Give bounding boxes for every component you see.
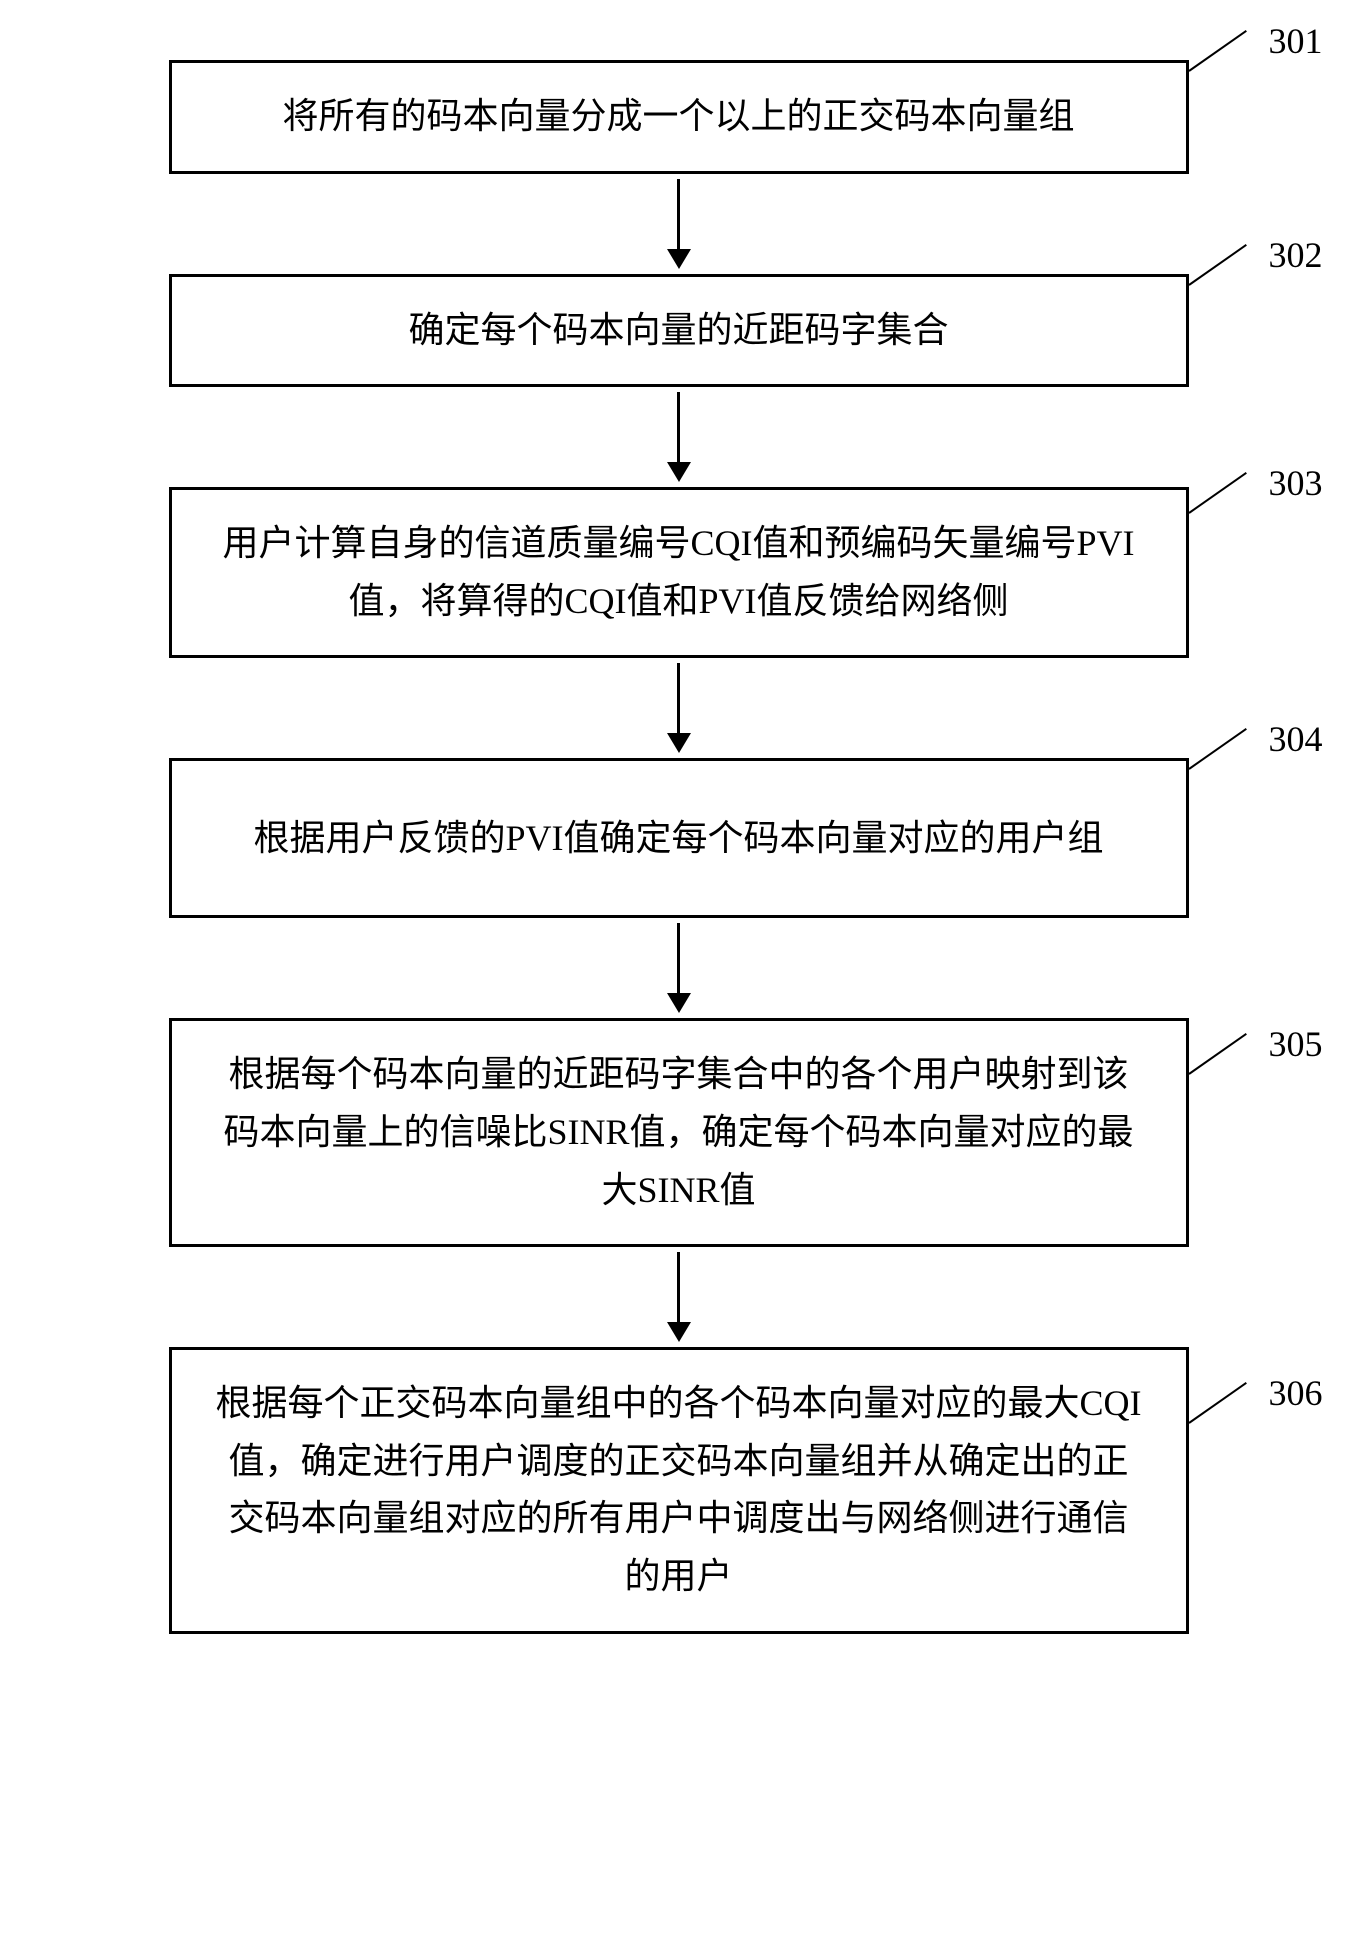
flowchart-arrow xyxy=(667,1252,691,1342)
flowchart-step: 根据每个正交码本向量组中的各个码本向量对应的最大CQI值，确定进行用户调度的正交… xyxy=(169,1347,1189,1633)
flowchart-arrow xyxy=(667,179,691,269)
flowchart-arrow xyxy=(667,663,691,753)
arrow-line xyxy=(677,923,680,993)
step-label-connector: 301 xyxy=(1189,70,1323,72)
step-label: 306 xyxy=(1259,1372,1323,1414)
flowchart-step: 确定每个码本向量的近距码字集合 xyxy=(169,274,1189,388)
flowchart-step-wrapper: 根据每个正交码本向量组中的各个码本向量对应的最大CQI值，确定进行用户调度的正交… xyxy=(40,1347,1317,1633)
label-leader-line xyxy=(1188,472,1246,514)
arrow-line xyxy=(677,179,680,249)
step-label-connector: 302 xyxy=(1189,284,1323,286)
step-label-connector: 305 xyxy=(1189,1073,1323,1075)
arrow-head-icon xyxy=(667,249,691,269)
arrow-line xyxy=(677,1252,680,1322)
flowchart-arrow xyxy=(667,392,691,482)
arrow-head-icon xyxy=(667,462,691,482)
step-label: 301 xyxy=(1259,20,1323,62)
label-leader-line xyxy=(1188,1382,1246,1424)
flowchart-step-wrapper: 确定每个码本向量的近距码字集合302 xyxy=(40,274,1317,388)
arrow-head-icon xyxy=(667,733,691,753)
step-label: 302 xyxy=(1259,234,1323,276)
label-leader-line xyxy=(1188,1033,1246,1075)
flowchart-step-wrapper: 根据用户反馈的PVI值确定每个码本向量对应的用户组304 xyxy=(40,758,1317,918)
arrow-head-icon xyxy=(667,993,691,1013)
label-leader-line xyxy=(1188,728,1246,770)
flowchart-step: 用户计算自身的信道质量编号CQI值和预编码矢量编号PVI值，将算得的CQI值和P… xyxy=(169,487,1189,658)
step-label-connector: 306 xyxy=(1189,1422,1323,1424)
flowchart-step: 将所有的码本向量分成一个以上的正交码本向量组 xyxy=(169,60,1189,174)
arrow-head-icon xyxy=(667,1322,691,1342)
flowchart-step-wrapper: 根据每个码本向量的近距码字集合中的各个用户映射到该码本向量上的信噪比SINR值，… xyxy=(40,1018,1317,1247)
flowchart-step-wrapper: 将所有的码本向量分成一个以上的正交码本向量组301 xyxy=(40,60,1317,174)
flowchart-step: 根据用户反馈的PVI值确定每个码本向量对应的用户组 xyxy=(169,758,1189,918)
arrow-line xyxy=(677,663,680,733)
step-label: 303 xyxy=(1259,462,1323,504)
step-label: 304 xyxy=(1259,718,1323,760)
step-label-connector: 304 xyxy=(1189,768,1323,770)
arrow-line xyxy=(677,392,680,462)
flowchart-arrow xyxy=(667,923,691,1013)
flowchart-step-wrapper: 用户计算自身的信道质量编号CQI值和预编码矢量编号PVI值，将算得的CQI值和P… xyxy=(40,487,1317,658)
label-leader-line xyxy=(1188,30,1246,72)
flowchart-step: 根据每个码本向量的近距码字集合中的各个用户映射到该码本向量上的信噪比SINR值，… xyxy=(169,1018,1189,1247)
step-label: 305 xyxy=(1259,1023,1323,1065)
label-leader-line xyxy=(1188,244,1246,286)
step-label-connector: 303 xyxy=(1189,512,1323,514)
flowchart-container: 将所有的码本向量分成一个以上的正交码本向量组301 确定每个码本向量的近距码字集合… xyxy=(40,60,1317,1634)
